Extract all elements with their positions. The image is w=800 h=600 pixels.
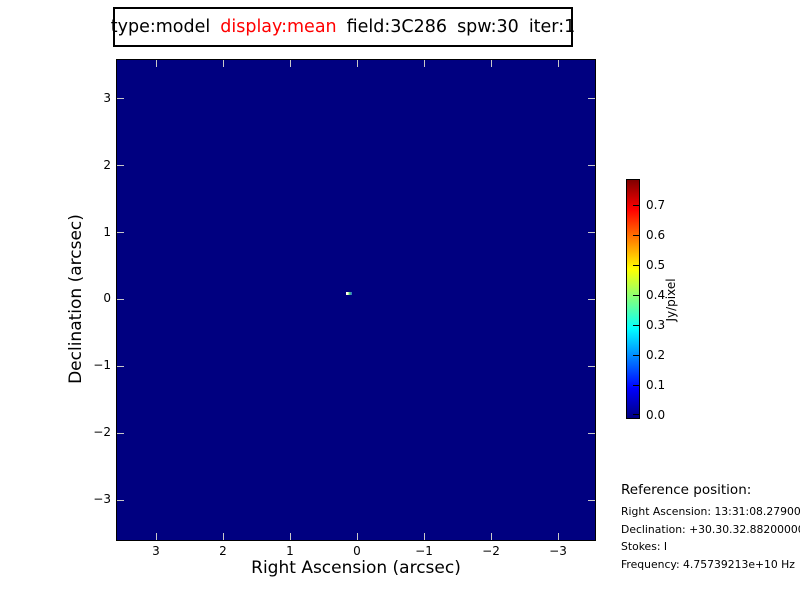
y-tick-label: 2 <box>103 158 111 172</box>
colorbar-gradient <box>626 179 640 419</box>
y-tick-label: 3 <box>103 91 111 105</box>
title-segment-spw: spw:30 <box>457 17 519 37</box>
title-segment-display: display:mean <box>220 17 337 37</box>
colorbar-tick <box>633 235 639 236</box>
x-tick-label: −2 <box>482 544 500 558</box>
colorbar-tick <box>633 265 639 266</box>
y-tick-label: 0 <box>103 291 111 305</box>
reference-line-ra: Right Ascension: 13:31:08.27900000 <box>621 505 800 518</box>
reference-line-dec: Declination: +30.30.32.88200000 <box>621 522 800 536</box>
title-segment-field: field:3C286 <box>346 17 448 37</box>
title-segment-iter: iter:1 <box>528 17 576 37</box>
reference-line-stokes: Stokes: I <box>621 540 668 553</box>
title-segment-type: type:model <box>110 17 211 37</box>
colorbar-tick <box>633 205 639 206</box>
y-tick-label: −2 <box>93 425 111 439</box>
x-tick-label: −3 <box>549 544 567 558</box>
x-tick-label: 1 <box>286 544 294 558</box>
x-tick-label: 2 <box>219 544 227 558</box>
x-tick-label: 3 <box>152 544 160 558</box>
colorbar-tick-label: 0.0 <box>646 408 666 422</box>
colorbar-tick <box>633 355 639 356</box>
colorbar-tick-label: 0.6 <box>646 228 666 242</box>
x-axis-label: Right Ascension (arcsec) <box>251 558 461 578</box>
colorbar-tick-label: 0.7 <box>646 198 666 212</box>
colorbar-tick <box>633 385 639 386</box>
y-tick-label: −1 <box>93 358 111 372</box>
figure-title: type:model display:mean field:3C286 spw:… <box>110 7 576 47</box>
y-tick-label: 1 <box>103 225 111 239</box>
y-tick-label: −3 <box>93 492 111 506</box>
plot-area <box>116 59 596 541</box>
colorbar-tick <box>633 295 639 296</box>
colorbar-axis-label: Jy/pixel <box>664 278 678 322</box>
x-tick-label: 0 <box>353 544 361 558</box>
colorbar-tick-label: 0.5 <box>646 258 666 272</box>
colorbar-tick-label: 0.4 <box>646 288 666 302</box>
colorbar-tick-label: 0.3 <box>646 318 666 332</box>
colorbar-tick <box>633 414 639 415</box>
x-tick-label: −1 <box>415 544 433 558</box>
reference-line-frequency: Frequency: 4.75739213e+10 Hz <box>621 557 795 571</box>
y-axis-label: Declination (arcsec) <box>66 214 86 384</box>
reference-position-block: Reference position: Right Ascension: 13:… <box>621 482 800 575</box>
reference-heading: Reference position: <box>621 482 752 498</box>
point-source-marker <box>346 292 352 295</box>
colorbar-tick <box>633 325 639 326</box>
colorbar-tick-label: 0.1 <box>646 378 666 392</box>
colorbar-tick-label: 0.2 <box>646 348 666 362</box>
